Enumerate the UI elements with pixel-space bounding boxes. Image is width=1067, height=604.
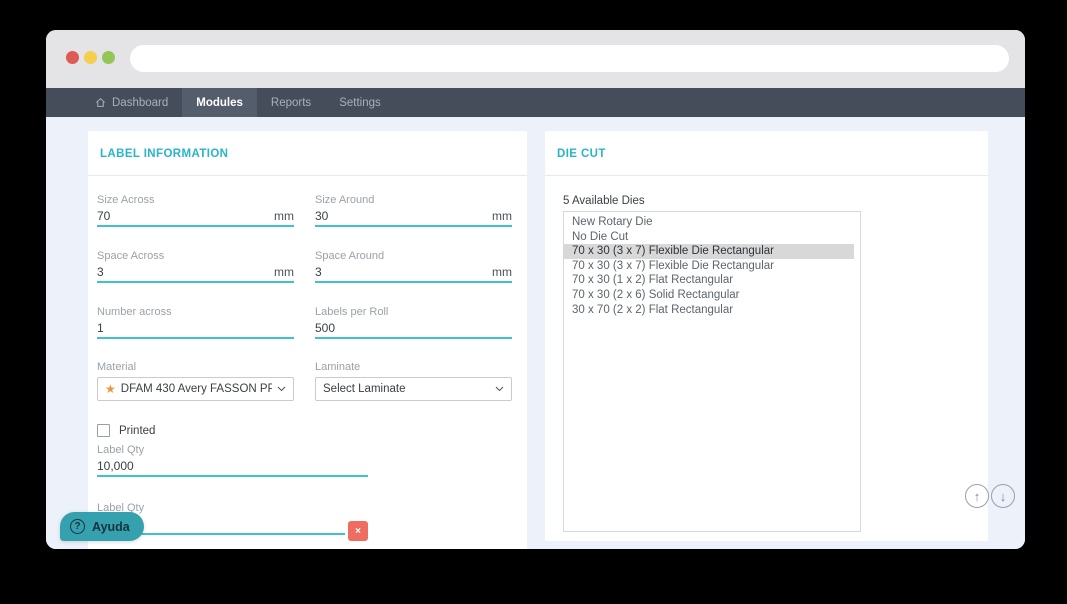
window-close-button[interactable] bbox=[66, 51, 79, 64]
field-value: 3 bbox=[315, 265, 322, 279]
nav-item-reports[interactable]: Reports bbox=[257, 88, 325, 117]
field-value: 70 bbox=[97, 209, 111, 223]
panel-title-label-information: LABEL INFORMATION bbox=[100, 148, 229, 160]
arrow-down-icon: ↓ bbox=[999, 488, 1007, 504]
arrow-up-icon: ↑ bbox=[973, 488, 981, 504]
unit-label: mm bbox=[492, 209, 512, 223]
space-across-input[interactable]: 3 mm bbox=[97, 265, 294, 283]
field-value: 500 bbox=[315, 321, 336, 335]
field-laminate: Laminate Select Laminate bbox=[315, 361, 512, 401]
space-around-input[interactable]: 3 mm bbox=[315, 265, 512, 283]
panel-divider bbox=[545, 175, 988, 176]
field-value: 10,000 bbox=[97, 459, 134, 473]
field-label: Label Qty bbox=[97, 502, 145, 514]
label-information-panel: LABEL INFORMATION Size Across 70 mm Size… bbox=[88, 131, 527, 549]
nav-item-label: Settings bbox=[339, 96, 381, 109]
panel-divider bbox=[88, 175, 527, 176]
field-label: Space Across bbox=[97, 250, 165, 262]
label-qty-2-input[interactable] bbox=[97, 517, 345, 535]
nav-item-label: Modules bbox=[196, 96, 243, 109]
field-space-around: Space Around 3 mm bbox=[315, 250, 512, 283]
unit-label: mm bbox=[274, 265, 294, 279]
browser-chrome bbox=[46, 30, 1025, 88]
labels-per-roll-input[interactable]: 500 bbox=[315, 321, 512, 339]
select-value: Select Laminate bbox=[323, 383, 406, 395]
select-value: DFAM 430 Avery FASSON PP BLANCO bbox=[120, 383, 272, 395]
die-option[interactable]: No Die Cut bbox=[572, 230, 629, 243]
available-dies-listbox[interactable]: New Rotary Die No Die Cut 70 x 30 (3 x 7… bbox=[563, 211, 861, 532]
available-dies-count: 5 Available Dies bbox=[563, 195, 645, 207]
field-material: Material ★ DFAM 430 Avery FASSON PP BLAN… bbox=[97, 361, 294, 401]
window-maximize-button[interactable] bbox=[102, 51, 115, 64]
field-label: Label Qty bbox=[97, 444, 145, 456]
nav-item-label: Reports bbox=[270, 96, 312, 109]
chevron-down-icon bbox=[495, 386, 504, 392]
printed-label: Printed bbox=[119, 424, 156, 437]
main-nav: Dashboard Modules Reports Settings bbox=[46, 88, 1025, 117]
remove-qty-button[interactable]: × bbox=[348, 521, 368, 541]
browser-window: Dashboard Modules Reports Settings LABEL… bbox=[46, 30, 1025, 549]
size-around-input[interactable]: 30 mm bbox=[315, 209, 512, 227]
field-label-qty: Label Qty 10,000 bbox=[97, 444, 368, 477]
die-option-selected[interactable]: 70 x 30 (3 x 7) Flexible Die Rectangular bbox=[564, 244, 854, 259]
nav-item-settings[interactable]: Settings bbox=[325, 88, 395, 117]
size-across-input[interactable]: 70 mm bbox=[97, 209, 294, 227]
field-label: Size Across bbox=[97, 194, 155, 206]
traffic-lights bbox=[66, 51, 115, 64]
nav-item-dashboard[interactable]: Dashboard bbox=[81, 88, 182, 117]
nav-item-label: Dashboard bbox=[112, 96, 169, 109]
die-option[interactable]: 70 x 30 (1 x 2) Flat Rectangular bbox=[572, 274, 734, 287]
field-value: 30 bbox=[315, 209, 329, 223]
field-label: Space Around bbox=[315, 250, 385, 262]
field-label: Number across bbox=[97, 306, 172, 318]
number-across-input[interactable]: 1 bbox=[97, 321, 294, 339]
unit-label: mm bbox=[274, 209, 294, 223]
field-label: Material bbox=[97, 361, 137, 373]
url-bar[interactable] bbox=[130, 45, 1009, 72]
field-size-around: Size Around 30 mm bbox=[315, 194, 512, 227]
field-label: Laminate bbox=[315, 361, 361, 373]
help-button-label: Ayuda bbox=[92, 519, 130, 534]
field-space-across: Space Across 3 mm bbox=[97, 250, 294, 283]
page-content: LABEL INFORMATION Size Across 70 mm Size… bbox=[46, 117, 1025, 549]
field-label-qty-2: Label Qty bbox=[97, 502, 345, 535]
die-cut-panel: DIE CUT 5 Available Dies New Rotary Die … bbox=[545, 131, 988, 541]
die-option[interactable]: 30 x 70 (2 x 2) Flat Rectangular bbox=[572, 303, 734, 316]
home-icon bbox=[96, 97, 105, 107]
laminate-select[interactable]: Select Laminate bbox=[315, 377, 512, 401]
die-option[interactable]: 70 x 30 (3 x 7) Flexible Die Rectangular bbox=[572, 259, 774, 272]
unit-label: mm bbox=[492, 265, 512, 279]
die-option[interactable]: 70 x 30 (2 x 6) Solid Rectangular bbox=[572, 288, 740, 301]
scroll-up-button[interactable]: ↑ bbox=[965, 484, 989, 508]
question-mark-icon: ? bbox=[70, 519, 85, 534]
help-button[interactable]: ? Ayuda bbox=[60, 512, 144, 541]
window-minimize-button[interactable] bbox=[84, 51, 97, 64]
field-value: 1 bbox=[97, 321, 104, 335]
field-number-across: Number across 1 bbox=[97, 306, 294, 339]
field-label: Size Around bbox=[315, 194, 375, 206]
material-select[interactable]: ★ DFAM 430 Avery FASSON PP BLANCO bbox=[97, 377, 294, 401]
scroll-down-button[interactable]: ↓ bbox=[991, 484, 1015, 508]
die-option[interactable]: New Rotary Die bbox=[572, 216, 653, 228]
field-value: 3 bbox=[97, 265, 104, 279]
star-icon: ★ bbox=[105, 382, 116, 396]
field-labels-per-roll: Labels per Roll 500 bbox=[315, 306, 512, 339]
field-size-across: Size Across 70 mm bbox=[97, 194, 294, 227]
panel-title-die-cut: DIE CUT bbox=[557, 148, 606, 160]
field-label: Labels per Roll bbox=[315, 306, 389, 318]
label-qty-input[interactable]: 10,000 bbox=[97, 459, 368, 477]
printed-checkbox-row[interactable]: Printed bbox=[97, 424, 155, 437]
nav-item-modules[interactable]: Modules bbox=[182, 88, 257, 117]
printed-checkbox[interactable] bbox=[97, 424, 110, 437]
chevron-down-icon bbox=[277, 386, 286, 392]
